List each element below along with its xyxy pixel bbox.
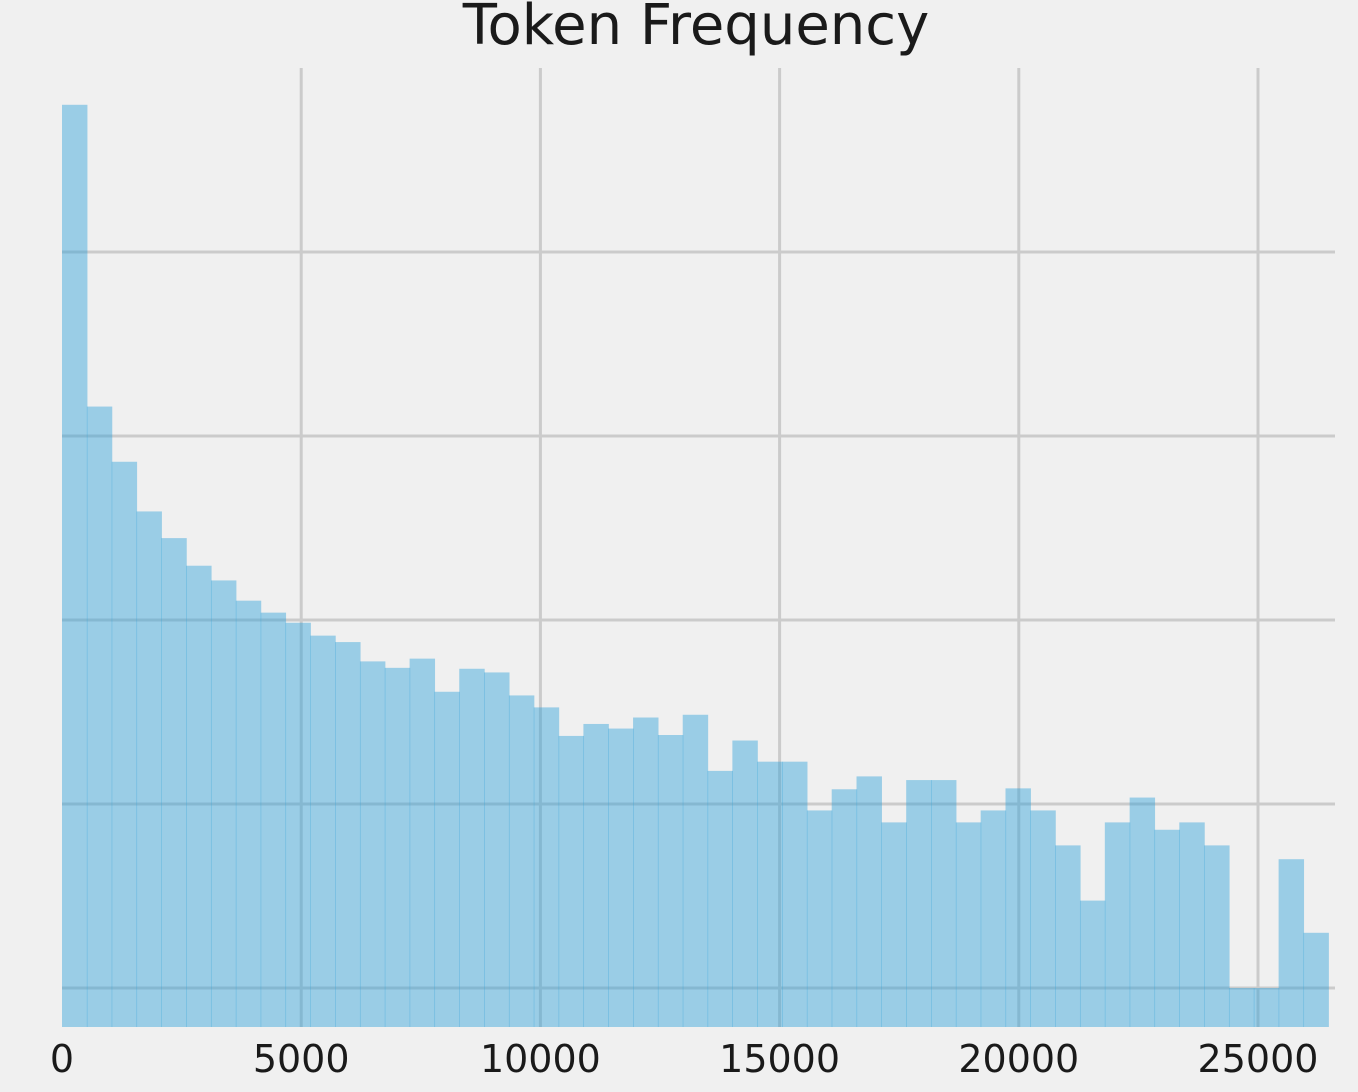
histogram-bar [1228, 988, 1255, 1027]
histogram-bar [707, 770, 733, 1027]
histogram-bar [335, 642, 361, 1027]
histogram-bar [1154, 829, 1180, 1027]
histogram-bar [682, 714, 709, 1027]
x-tick-label: 10000 [480, 1037, 601, 1081]
histogram-bar [1055, 845, 1081, 1027]
histogram-bar [533, 707, 560, 1027]
histogram-bar [1204, 845, 1230, 1027]
histogram-bar [359, 661, 386, 1027]
histogram-bar [782, 761, 808, 1027]
histogram-bar [1104, 822, 1131, 1027]
histogram-bar [235, 600, 262, 1027]
histogram-bar [906, 780, 932, 1027]
histogram-bar [161, 538, 187, 1027]
x-tick-label: 15000 [719, 1037, 840, 1081]
histogram-bars [62, 104, 1329, 1028]
histogram-bar [384, 667, 411, 1027]
histogram-bar [931, 780, 957, 1027]
gridlines [62, 68, 1335, 1027]
histogram-bar [508, 695, 535, 1027]
histogram-bar [732, 740, 758, 1027]
histogram-bar [111, 461, 138, 1027]
histogram-bar [1129, 797, 1156, 1027]
histogram-bar [310, 635, 336, 1027]
histogram-bar [1253, 988, 1280, 1027]
histogram-bar [1030, 810, 1056, 1027]
x-tick-label: 5000 [253, 1037, 350, 1081]
x-axis-ticks: 0 5000 10000 15000 20000 25000 [50, 1037, 1319, 1081]
histogram-bar [285, 622, 311, 1027]
histogram-bar [881, 822, 907, 1027]
histogram-bar [1278, 859, 1305, 1027]
histogram-bar [657, 735, 684, 1027]
x-tick-label: 0 [50, 1037, 74, 1081]
histogram-bar [831, 789, 858, 1027]
histogram-bar [260, 612, 287, 1027]
histogram-bar [434, 691, 460, 1027]
histogram-bar [583, 723, 609, 1027]
histogram-bar [459, 668, 485, 1027]
histogram-bar [409, 658, 436, 1027]
histogram-bar [608, 728, 634, 1027]
histogram-bar [757, 761, 783, 1027]
chart-title: Token Frequency [462, 0, 929, 58]
histogram-bar [633, 717, 659, 1027]
histogram-bar [1179, 822, 1205, 1027]
histogram-bar [186, 565, 212, 1027]
histogram-bar [1005, 788, 1031, 1027]
histogram-bar [86, 406, 113, 1027]
histogram-bar [856, 776, 882, 1027]
histogram-bar [136, 511, 162, 1027]
histogram-bar [484, 672, 510, 1027]
histogram-bar [955, 822, 982, 1027]
histogram-bar [980, 810, 1007, 1027]
histogram-bar [1303, 932, 1329, 1027]
x-tick-label: 25000 [1198, 1037, 1319, 1081]
histogram-bar [1079, 900, 1106, 1027]
histogram-bar [558, 735, 585, 1027]
histogram-bar [62, 104, 88, 1028]
histogram-bar [806, 810, 833, 1027]
x-tick-label: 20000 [958, 1037, 1079, 1081]
histogram-bar [210, 580, 237, 1027]
